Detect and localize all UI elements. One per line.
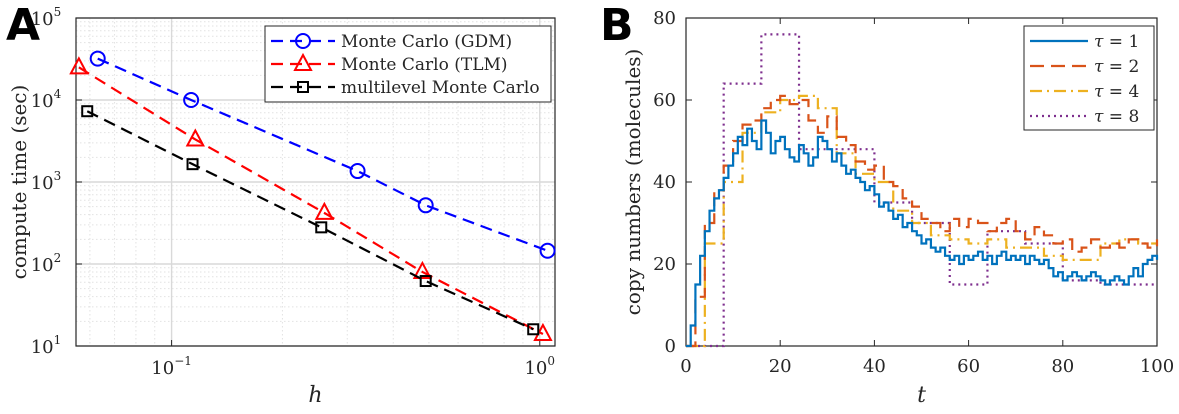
y-tick-label: 102 <box>31 251 62 276</box>
data-point <box>183 92 200 108</box>
legend-box <box>1023 25 1155 131</box>
y-tick-label: 40 <box>653 172 676 193</box>
series-line <box>97 57 548 252</box>
legend-label: multilevel Monte Carlo <box>341 78 540 98</box>
legend-marker <box>297 81 309 93</box>
y-axis-label: copy numbers (molecules) <box>621 49 645 316</box>
y-axis-label: compute time (sec) <box>7 85 31 280</box>
series-tau-8 <box>686 33 1157 348</box>
data-point <box>89 50 106 67</box>
y-tick-label: 60 <box>653 90 676 111</box>
series-tau-2 <box>686 94 1159 348</box>
legend-label: Monte Carlo (TLM) <box>341 55 508 75</box>
series-line <box>78 66 544 335</box>
panel-b-legend: τ = 1 τ = 2 τ = 4 τ = 8 <box>1023 25 1155 131</box>
panel-b-label: B <box>600 0 634 51</box>
legend-entry: τ = 4 <box>1030 82 1139 102</box>
x-tick-label: 100 <box>524 354 555 379</box>
panel-b: B 0 20 40 60 80 100 0 20 40 60 80 t copy numbers (mol… <box>600 0 1174 408</box>
data-point <box>186 158 199 171</box>
data-point <box>314 201 335 220</box>
series-tau-1 <box>686 119 1159 348</box>
legend-label: τ = 4 <box>1094 82 1139 102</box>
series-circle <box>89 50 556 259</box>
data-point <box>81 105 94 118</box>
legend-label: τ = 1 <box>1094 32 1139 52</box>
data-point <box>527 323 540 336</box>
legend-entry: Monte Carlo (TLM) <box>271 52 508 75</box>
data-point <box>185 128 205 147</box>
series-triangle <box>69 56 553 342</box>
panel-a: A 10−1 100 101 102 103 104 105 h compute time (se… <box>6 0 556 408</box>
data-point <box>539 242 556 259</box>
legend-marker <box>295 33 311 49</box>
data-point <box>419 275 432 288</box>
legend-entry: τ = 8 <box>1030 107 1139 127</box>
legend-label: τ = 8 <box>1094 107 1139 127</box>
legend-entry: Monte Carlo (GDM) <box>271 32 512 52</box>
legend-marker <box>293 52 313 71</box>
y-tick-label: 0 <box>665 336 676 357</box>
y-tick-label: 104 <box>31 87 62 112</box>
data-point <box>349 163 366 180</box>
series-square <box>81 105 540 336</box>
legend-label: τ = 2 <box>1094 57 1139 77</box>
x-tick-label: 40 <box>863 356 886 377</box>
x-tick-label: 0 <box>680 356 691 377</box>
x-axis-label: t <box>917 383 926 408</box>
series-line <box>86 110 534 331</box>
legend-entry: τ = 2 <box>1030 57 1139 77</box>
x-axis-label: h <box>308 383 322 408</box>
legend-entry: τ = 1 <box>1030 32 1139 52</box>
y-tick-label: 103 <box>31 169 62 194</box>
x-tick-label: 20 <box>769 356 792 377</box>
x-tick-label: 10−1 <box>151 354 192 379</box>
x-tick-label: 80 <box>1051 356 1074 377</box>
panel-a-legend: Monte Carlo (GDM) Monte Carlo (TLM) multil… <box>264 25 552 103</box>
data-point <box>417 197 434 214</box>
panel-a-label: A <box>6 0 40 51</box>
y-tick-label: 101 <box>31 333 62 358</box>
data-point <box>412 260 433 279</box>
x-tick-label: 100 <box>1140 356 1174 377</box>
y-tick-label: 105 <box>31 5 62 30</box>
legend-label: Monte Carlo (GDM) <box>341 32 512 52</box>
legend-entry: multilevel Monte Carlo <box>271 78 540 98</box>
data-point <box>315 221 328 234</box>
y-tick-label: 20 <box>653 254 676 275</box>
series-tau-4 <box>686 94 1157 348</box>
data-point <box>69 56 89 75</box>
y-tick-label: 80 <box>653 8 676 29</box>
x-tick-label: 60 <box>957 356 980 377</box>
